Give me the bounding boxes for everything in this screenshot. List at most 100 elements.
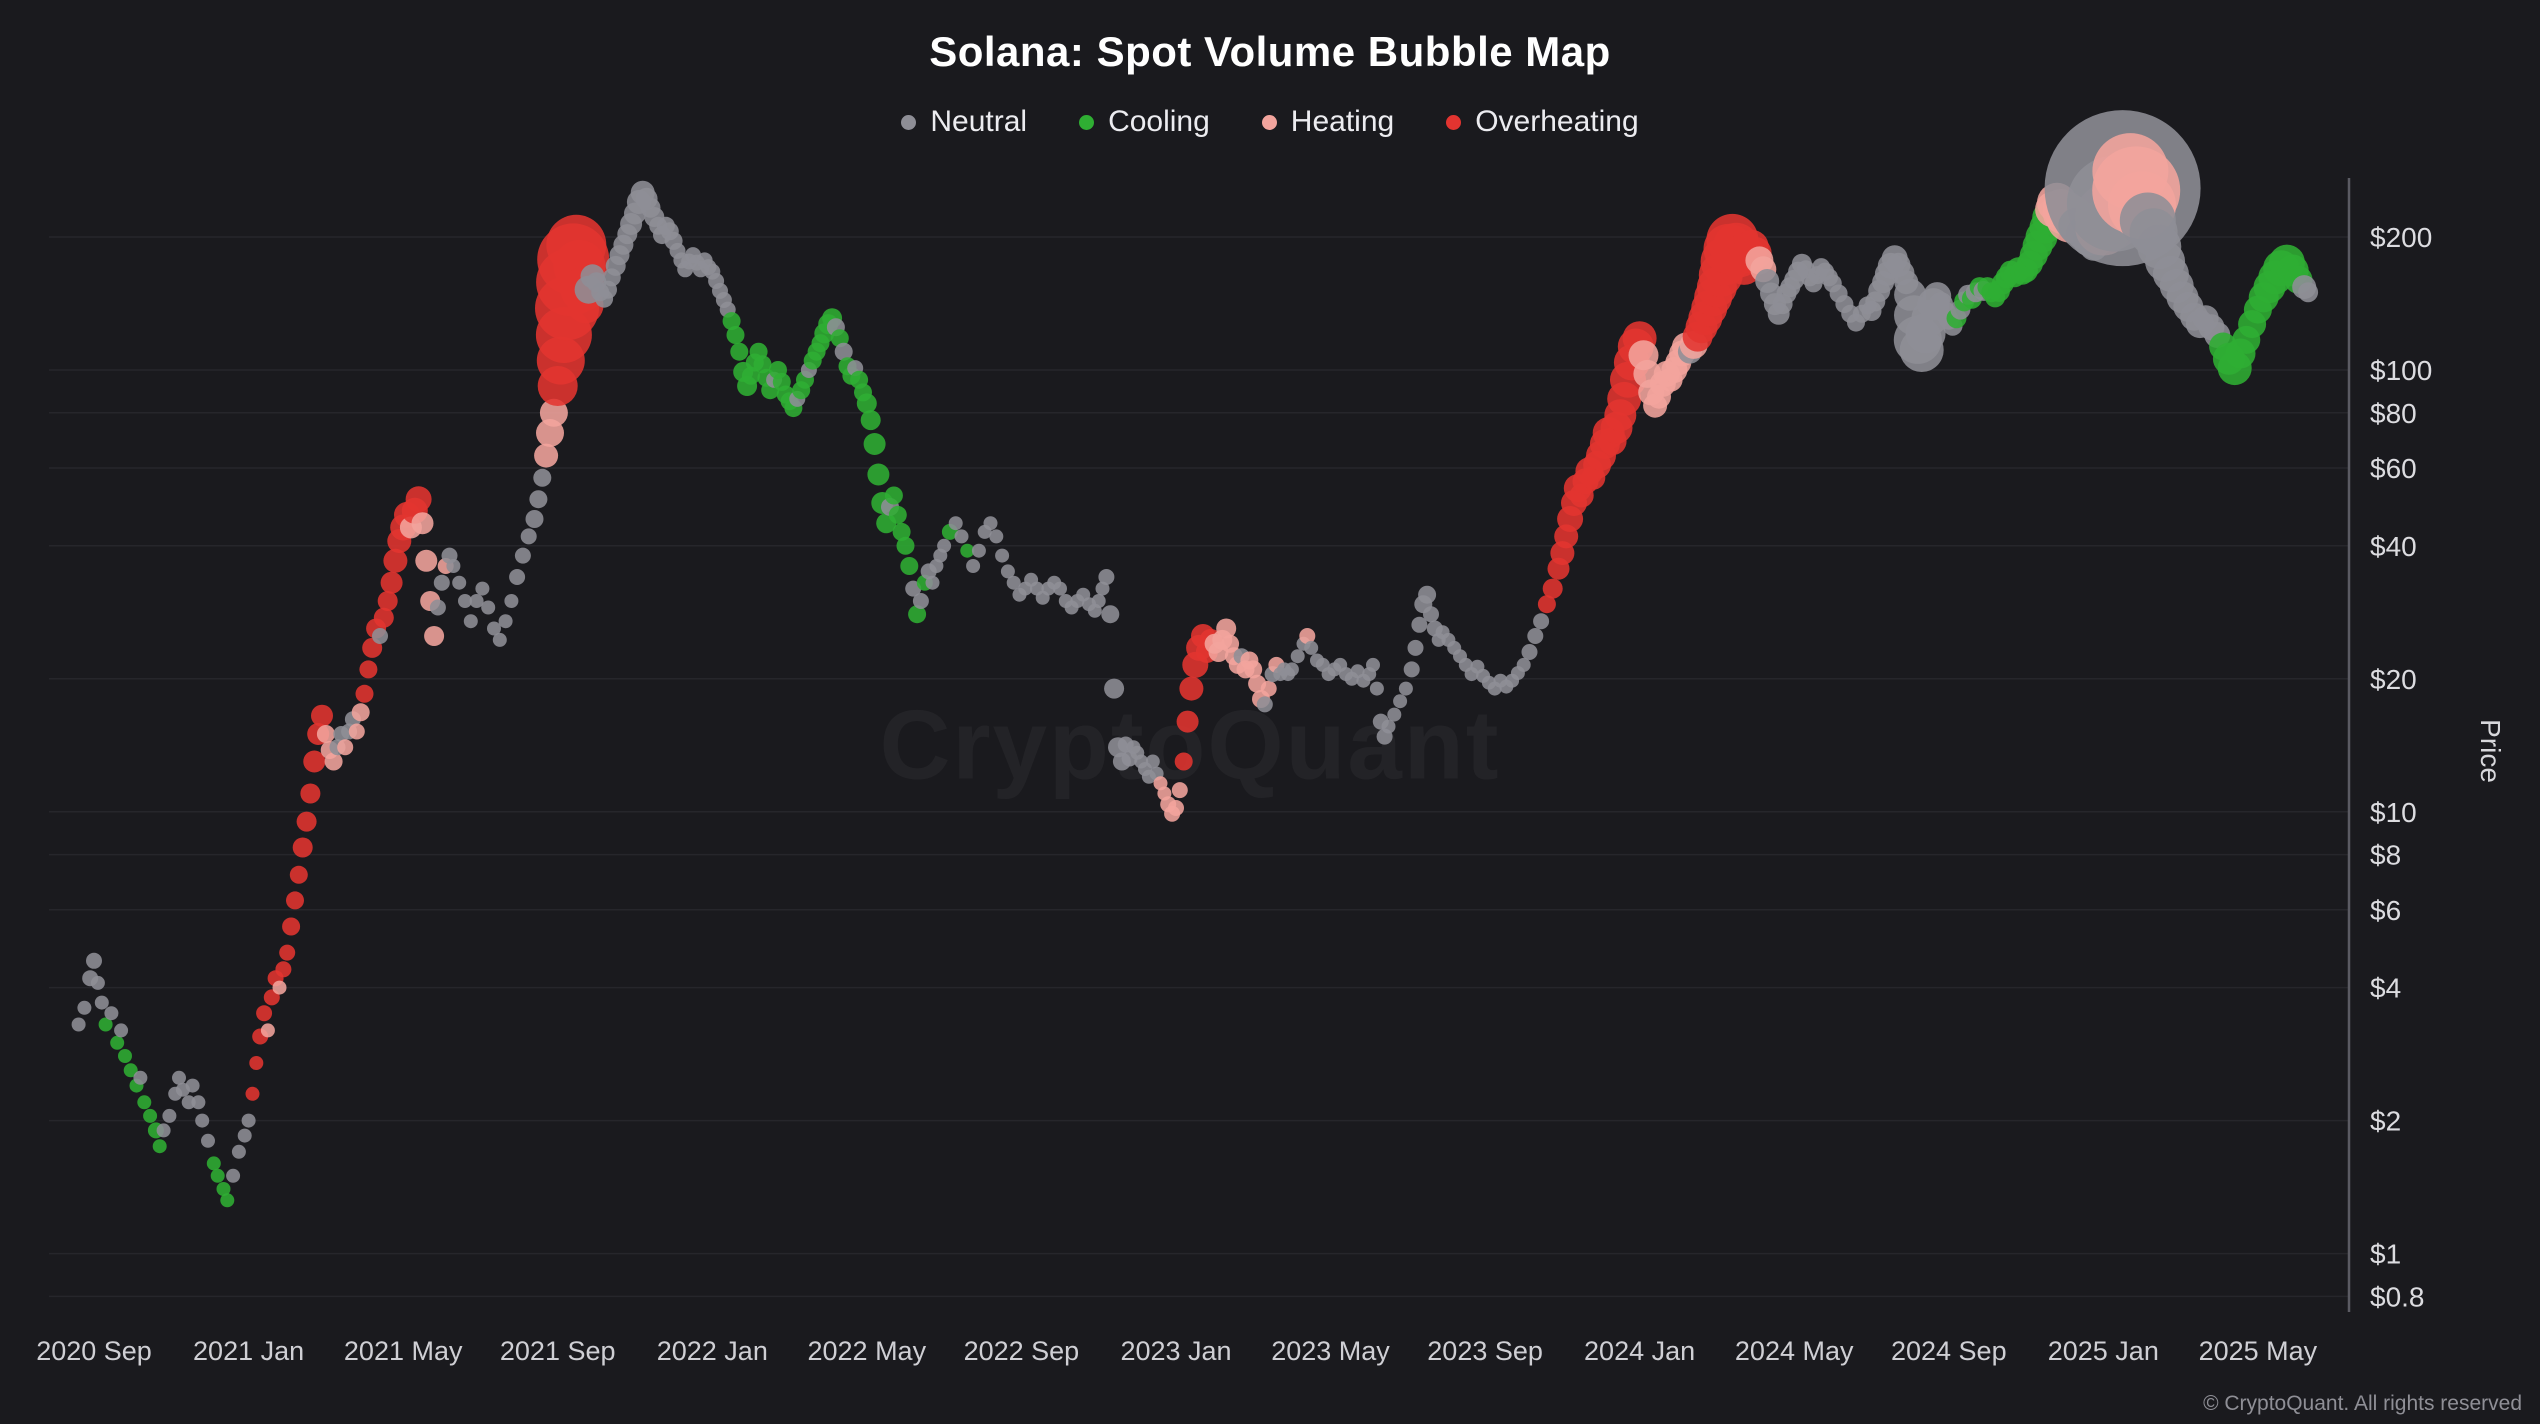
bubble	[104, 1006, 119, 1021]
chart-title: Solana: Spot Volume Bubble Map	[929, 28, 1611, 75]
bubble	[1168, 800, 1184, 816]
bubble	[286, 891, 304, 910]
y-tick-label: $80	[2370, 398, 2417, 429]
bubble	[1299, 628, 1316, 644]
bubble	[860, 410, 881, 431]
x-tick-label: 2025 Jan	[2048, 1336, 2159, 1366]
bubble	[892, 522, 911, 541]
bubble	[1537, 595, 1556, 614]
bubble	[856, 393, 877, 414]
bubble	[834, 342, 853, 361]
bubble	[830, 329, 849, 348]
bubble	[348, 723, 365, 740]
bubble	[520, 528, 537, 545]
bubble	[867, 463, 890, 486]
y-tick-label: $100	[2370, 355, 2432, 386]
bubble	[98, 1017, 113, 1032]
bubble	[726, 326, 745, 344]
bubble	[181, 1095, 196, 1110]
chart-legend: Neutral Cooling Heating Overheating	[0, 105, 2540, 139]
legend-item-heating[interactable]: Heating	[1261, 105, 1394, 139]
bubble	[954, 529, 969, 544]
copyright-notice: © CryptoQuant. All rights reserved	[2203, 1392, 2522, 1415]
bubble	[1260, 680, 1277, 697]
bubble	[2298, 282, 2319, 303]
bubble	[1091, 594, 1106, 608]
x-tick-label: 2022 May	[808, 1336, 927, 1366]
x-tick-label: 2021 Sep	[500, 1336, 616, 1366]
bubble	[1053, 581, 1067, 596]
bubble	[960, 543, 975, 558]
bubble	[1527, 628, 1544, 644]
legend-item-overheating[interactable]: Overheating	[1446, 105, 1639, 139]
bubble	[71, 1017, 86, 1032]
bubble	[237, 1128, 252, 1143]
bubble	[989, 529, 1004, 544]
bubble	[896, 536, 915, 555]
bubble	[123, 1063, 138, 1078]
legend-item-cooling[interactable]: Cooling	[1079, 105, 1210, 139]
bubble	[492, 632, 507, 647]
bubble	[1176, 710, 1199, 733]
bubble	[1381, 719, 1396, 734]
heating-dot-icon	[1261, 114, 1277, 130]
bubble	[533, 468, 552, 487]
bubble	[220, 1193, 235, 1208]
bubble	[152, 1139, 167, 1154]
bubble	[289, 865, 308, 884]
bubble	[156, 1123, 171, 1138]
bubble	[1366, 657, 1380, 672]
bubble	[90, 975, 105, 990]
y-tick-label: $20	[2370, 664, 2417, 695]
bubble	[355, 684, 374, 703]
bubble	[86, 952, 102, 969]
bubble	[971, 543, 986, 558]
x-tick-label: 2023 Sep	[1427, 1336, 1543, 1366]
neutral-dot-icon	[901, 114, 917, 130]
bubble	[504, 594, 519, 608]
x-tick-label: 2021 May	[344, 1336, 463, 1366]
bubble	[185, 1078, 200, 1093]
bubble	[383, 548, 408, 573]
bubble	[118, 1049, 132, 1063]
y-tick-label: $6	[2370, 895, 2401, 926]
bubble	[201, 1133, 215, 1148]
bubble	[249, 1056, 264, 1070]
bubble	[1387, 707, 1402, 722]
bubble	[292, 837, 313, 858]
bubble	[272, 980, 287, 995]
bubble	[245, 1086, 260, 1101]
x-tick-label: 2021 Jan	[193, 1336, 304, 1366]
x-tick-label: 2025 May	[2199, 1336, 2318, 1366]
bubble	[311, 704, 333, 727]
bubble	[908, 605, 927, 624]
bubble	[1171, 782, 1188, 799]
bubble	[279, 944, 296, 961]
legend-item-neutral[interactable]: Neutral	[901, 105, 1027, 139]
bubble	[1403, 661, 1420, 678]
bubble	[226, 1168, 241, 1183]
legend-label: Cooling	[1108, 105, 1210, 138]
bubble	[1179, 676, 1204, 701]
bubble	[1104, 678, 1125, 699]
bubble	[514, 547, 531, 564]
bubble	[1145, 754, 1160, 769]
bubble	[316, 725, 335, 743]
x-tick-label: 2022 Sep	[964, 1336, 1080, 1366]
bubble	[1411, 616, 1428, 633]
bubble	[1101, 605, 1120, 624]
price-axis-label: Price	[2475, 719, 2507, 783]
bubble	[110, 1035, 125, 1050]
bubble	[529, 490, 548, 509]
x-tick-label: 2024 Jan	[1584, 1336, 1695, 1366]
bubble	[94, 995, 109, 1010]
bubble	[1216, 618, 1237, 639]
bubble	[1244, 660, 1263, 679]
bubble	[900, 557, 919, 575]
y-tick-label: $4	[2370, 973, 2401, 1004]
bubble	[282, 917, 301, 936]
bubble	[303, 750, 326, 773]
y-tick-label: $40	[2370, 531, 2417, 562]
bubble	[260, 1023, 275, 1038]
bubble	[1369, 681, 1384, 696]
